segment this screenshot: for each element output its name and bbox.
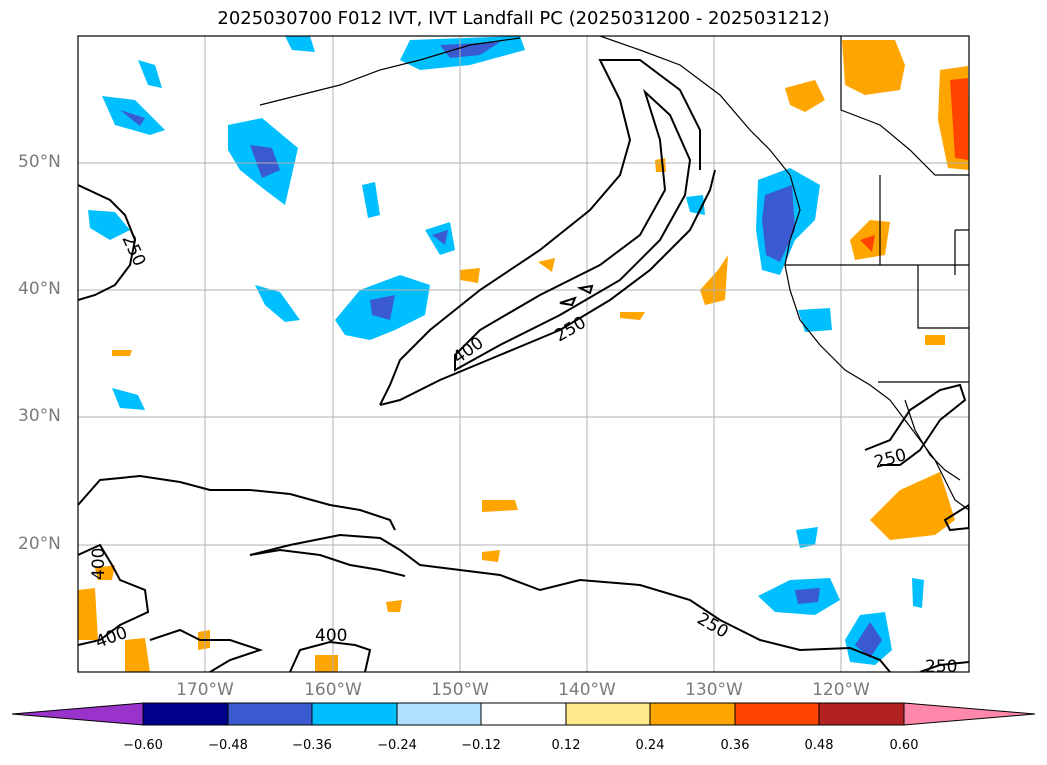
lat-label-20n: 20°N — [18, 534, 61, 554]
colorbar-tick: −0.60 — [123, 738, 163, 753]
graticule — [78, 36, 969, 672]
colorbar-tick: 0.60 — [889, 738, 919, 753]
colorbar-bin — [734, 702, 820, 726]
colorbar-bin — [818, 702, 905, 726]
colorbar-bin — [565, 702, 651, 726]
contour-label: 250 — [925, 657, 957, 677]
contour-label: 400 — [315, 626, 347, 646]
contour-label-group: 250 400 400 250 250 400 400 250 250 — [89, 232, 957, 677]
contour-label: 250 — [872, 445, 909, 473]
lon-label-140w: 140°W — [558, 680, 616, 700]
contour-label: 250 — [694, 609, 732, 643]
coastlines — [259, 36, 969, 511]
lon-label-130w: 130°W — [685, 680, 743, 700]
colorbar-tick: −0.24 — [377, 738, 417, 753]
colorbar-tick: 0.24 — [635, 738, 665, 753]
lon-label-170w: 170°W — [176, 680, 234, 700]
colorbar-bin — [311, 702, 398, 726]
colorbar — [11, 702, 1036, 726]
colorbar-tick: 0.12 — [551, 738, 581, 753]
colorbar-tick: 0.48 — [804, 738, 834, 753]
lat-label-50n: 50°N — [18, 152, 61, 172]
contour-label: 400 — [89, 548, 109, 580]
pc-filled-contours — [78, 36, 969, 672]
colorbar-tick: −0.12 — [461, 738, 501, 753]
colorbar-tick: 0.36 — [720, 738, 750, 753]
map-frame — [77, 35, 970, 673]
lat-label-30n: 30°N — [18, 406, 61, 426]
colorbar-bin — [227, 702, 313, 726]
colorbar-bin — [649, 702, 736, 726]
map-title: 2025030700 F012 IVT, IVT Landfall PC (20… — [217, 8, 830, 29]
lon-label-120w: 120°W — [812, 680, 870, 700]
colorbar-extend-right — [903, 702, 1036, 726]
lon-label-160w: 160°W — [304, 680, 362, 700]
colorbar-tick: −0.48 — [208, 738, 248, 753]
colorbar-bin — [396, 702, 482, 726]
contour-label: 250 — [552, 313, 590, 347]
colorbar-tick: −0.36 — [292, 738, 332, 753]
colorbar-bin — [480, 702, 567, 726]
contour-label: 400 — [93, 623, 130, 653]
colorbar-bin — [142, 702, 229, 726]
contour-label: 250 — [117, 232, 149, 270]
lat-label-40n: 40°N — [18, 279, 61, 299]
lon-label-150w: 150°W — [431, 680, 489, 700]
colorbar-extend-left — [11, 702, 144, 726]
positive-pc-patch — [842, 40, 905, 95]
ivt-contours — [78, 59, 969, 672]
